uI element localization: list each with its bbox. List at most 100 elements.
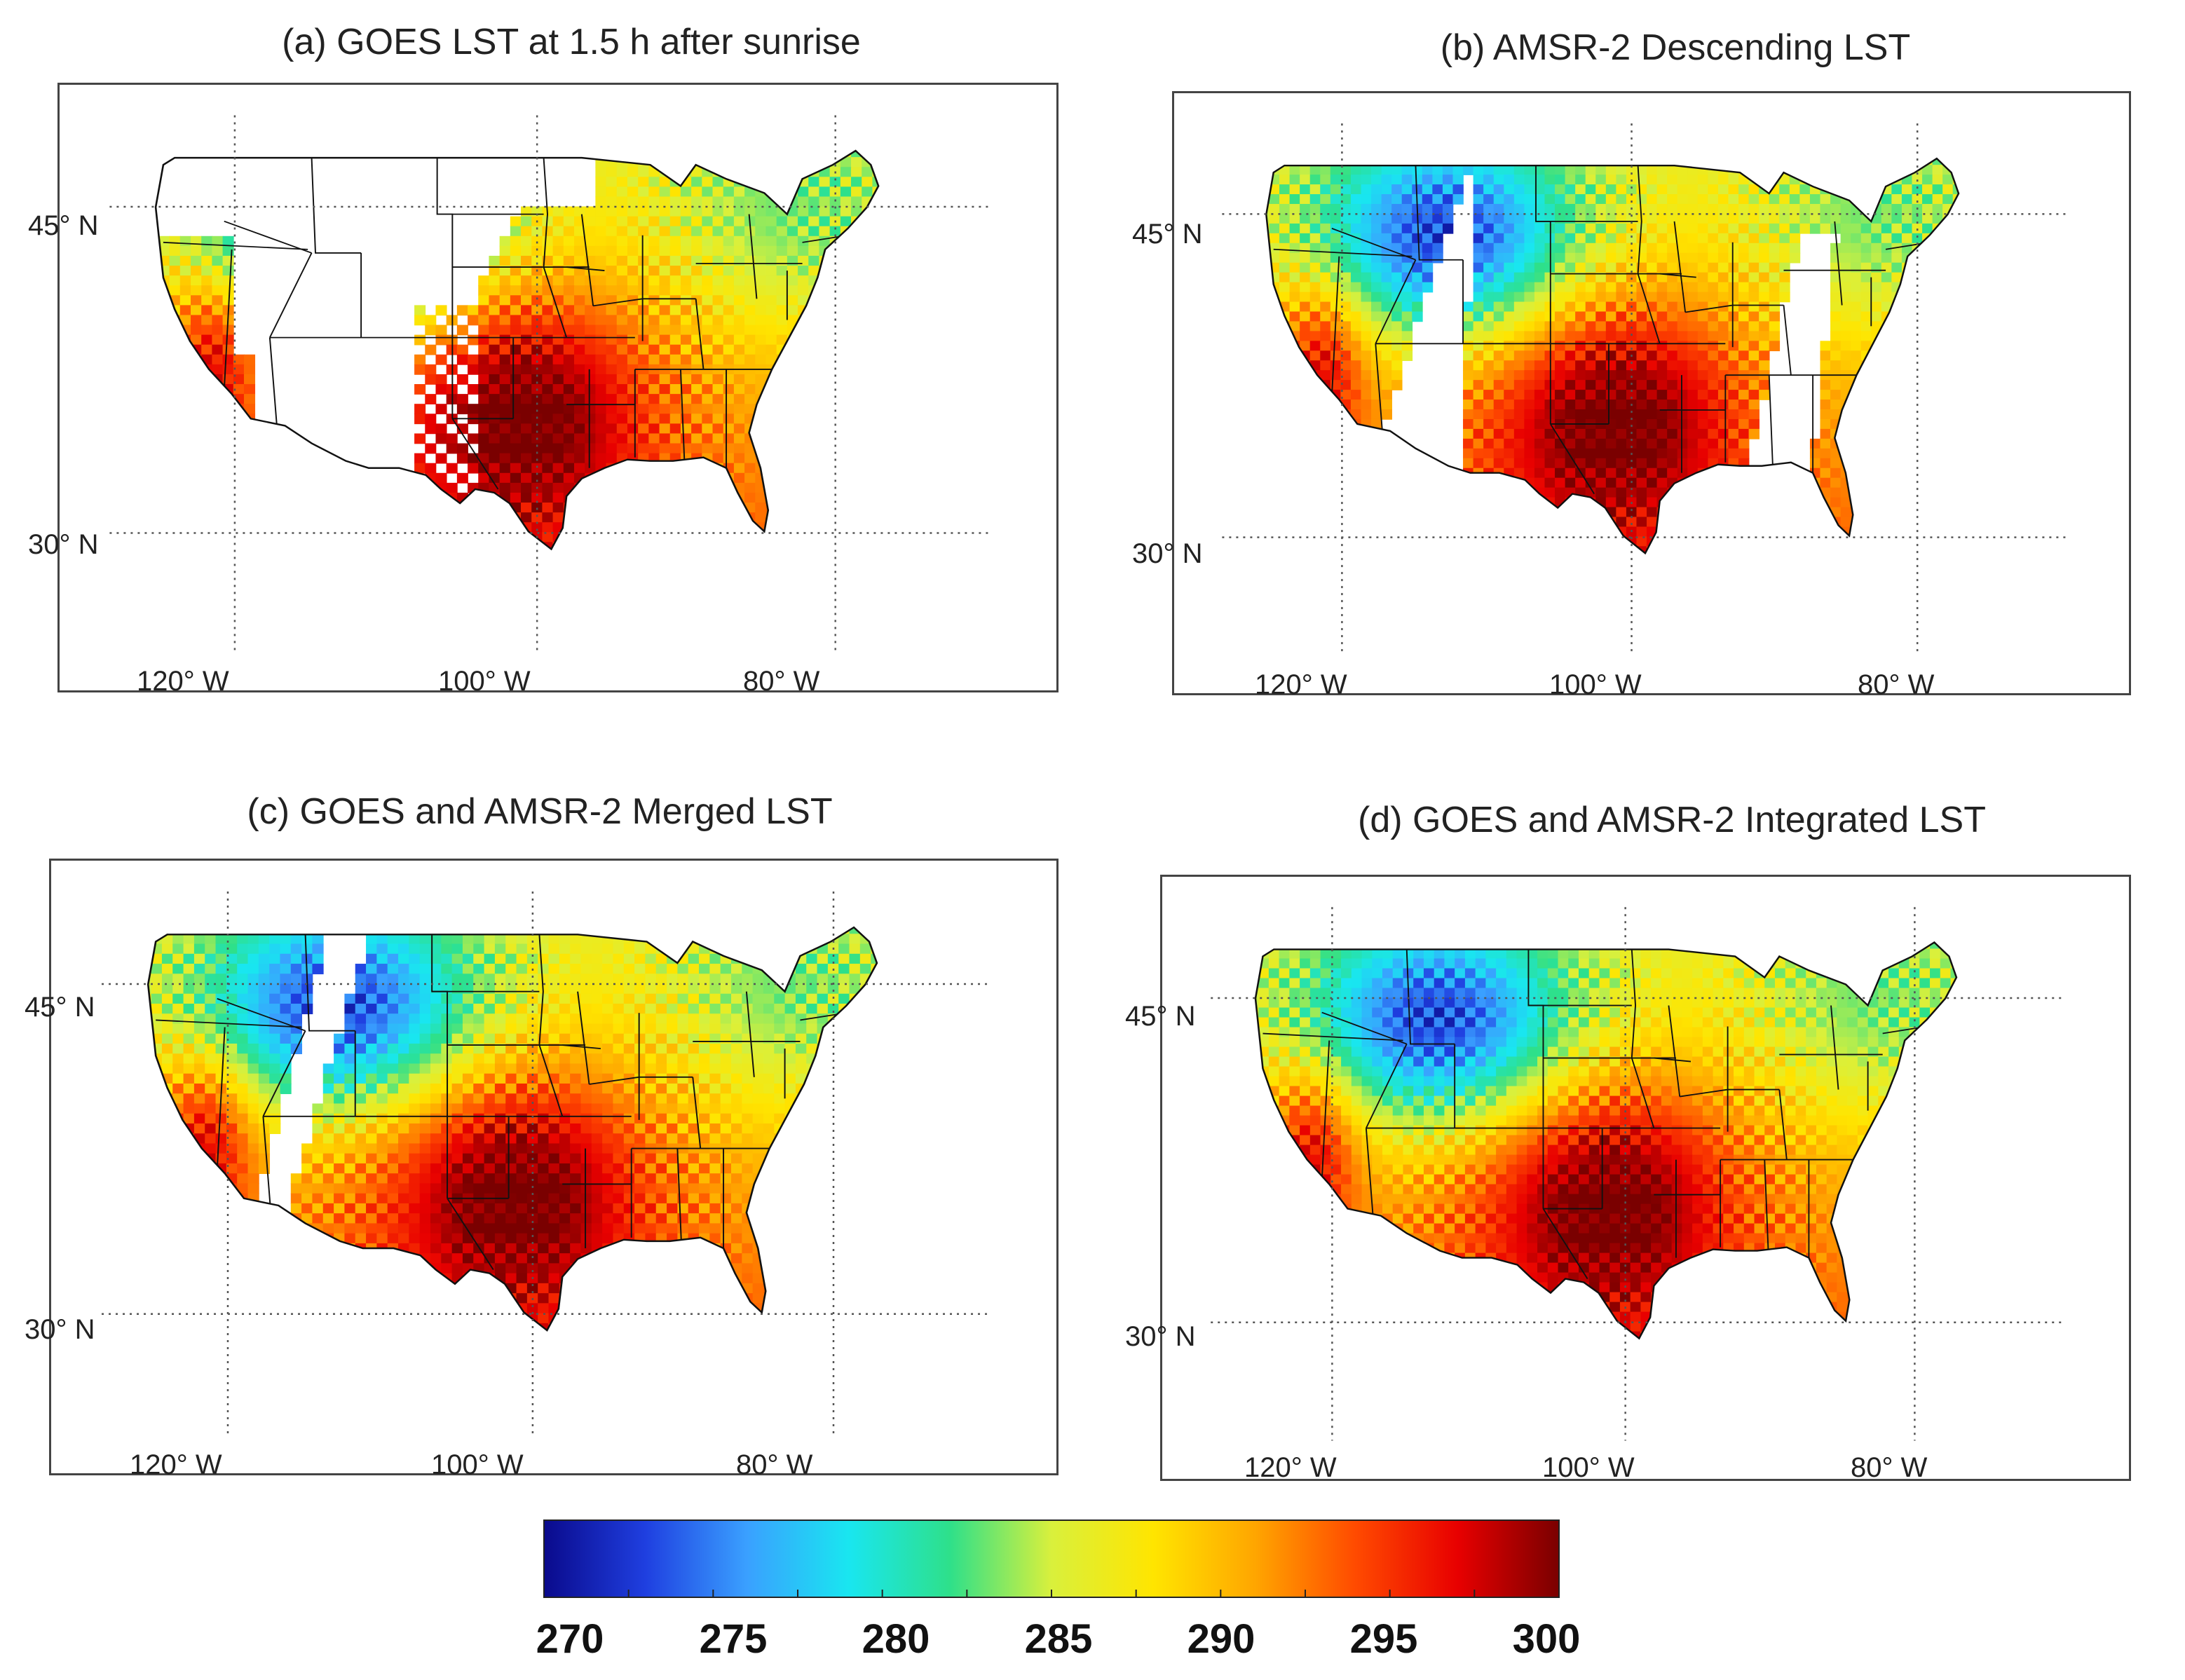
graticule [1211, 907, 2066, 1441]
state-border [1405, 949, 1455, 1045]
state-border [580, 214, 594, 306]
map-content [147, 926, 878, 1332]
lon-label-120-a: 120° W [137, 666, 229, 697]
state-border [447, 1198, 494, 1271]
lon-label-120-c: 120° W [130, 1449, 222, 1480]
state-border [163, 241, 308, 250]
lon-label-80-d: 80° W [1851, 1452, 1928, 1483]
map-panel-b [1172, 91, 2131, 695]
lon-label-100-c: 100° W [431, 1449, 524, 1480]
map-content [1254, 941, 1958, 1340]
state-border [543, 266, 568, 338]
map-content [154, 149, 880, 551]
state-border [156, 1019, 302, 1028]
state-border [1778, 1089, 1788, 1160]
state-border [1768, 375, 1774, 466]
state-border [1830, 1005, 1839, 1090]
state-border [1680, 1088, 1728, 1098]
lon-label-80-c: 80° W [736, 1449, 813, 1480]
state-border [1321, 1011, 1408, 1045]
state-border [1659, 273, 1696, 278]
map-panel-d-svg [1211, 907, 2066, 1441]
lat-label-45-d: 45° N [1125, 1001, 1196, 1032]
map-panel-c-svg [102, 892, 991, 1435]
state-border [1262, 1032, 1403, 1042]
state-border [223, 249, 233, 391]
state-border [748, 214, 758, 299]
state-border [562, 1044, 601, 1050]
colorbar-tick-290: 290 [1187, 1616, 1255, 1662]
state-border [1365, 1044, 1408, 1128]
state-border [1637, 165, 1642, 274]
state-borders [1273, 165, 1930, 495]
state-border [592, 298, 643, 307]
graticule [102, 892, 991, 1435]
state-border [1685, 304, 1733, 313]
map-panel-c [49, 859, 1059, 1475]
state-border [1764, 1159, 1769, 1251]
lat-label-45-b: 45° N [1132, 219, 1203, 250]
lon-label-80-a: 80° W [743, 666, 820, 697]
state-border [1375, 343, 1384, 438]
colorbar-tick-280: 280 [862, 1616, 930, 1662]
state-border [538, 1044, 564, 1117]
state-borders [156, 934, 847, 1271]
state-border [217, 998, 306, 1032]
state-border [216, 1027, 226, 1170]
state-border [676, 1148, 682, 1241]
state-borders [163, 158, 848, 490]
state-border [304, 934, 355, 1032]
lon-label-100-b: 100° W [1549, 669, 1642, 700]
graticule [109, 115, 991, 653]
state-border [1542, 1208, 1588, 1280]
lat-label-30-b: 30° N [1132, 538, 1203, 569]
us-outline [1265, 157, 1960, 555]
map-panel-d [1160, 875, 2131, 1481]
lat-label-30-c: 30° N [25, 1314, 95, 1345]
state-border [1834, 221, 1843, 306]
us-outline [1254, 941, 1958, 1340]
state-border [1673, 221, 1687, 313]
lat-label-45-c: 45° N [25, 992, 95, 1023]
state-border [262, 1030, 306, 1117]
colorbar-tick-285: 285 [1024, 1616, 1093, 1662]
state-border [1321, 1040, 1330, 1181]
state-border [268, 252, 313, 339]
colorbar-tick-275: 275 [699, 1616, 768, 1662]
state-border [224, 220, 312, 254]
state-border [1331, 228, 1416, 261]
state-border [262, 1116, 272, 1213]
panel-c-title: (c) GOES and AMSR-2 Merged LST [247, 791, 833, 832]
state-border [1550, 423, 1595, 495]
map-panel-a-svg [109, 115, 991, 653]
lon-label-120-b: 120° W [1255, 669, 1347, 700]
panel-d-title: (d) GOES and AMSR-2 Integrated LST [1358, 800, 1986, 840]
state-border [589, 1076, 639, 1085]
lat-label-30-a: 30° N [28, 529, 99, 560]
state-border [311, 158, 362, 254]
state-border [451, 418, 499, 490]
state-border [566, 266, 605, 271]
lat-label-30-d: 30° N [1125, 1321, 1196, 1352]
lon-label-100-d: 100° W [1542, 1452, 1635, 1483]
panel-b-title: (b) AMSR-2 Descending LST [1440, 27, 1911, 68]
colorbar [543, 1519, 1560, 1598]
map-panel-b-svg [1222, 123, 2067, 655]
state-border [538, 934, 544, 1046]
lon-label-100-a: 100° W [438, 666, 531, 697]
colorbar-gradient [543, 1519, 1560, 1598]
state-border [1783, 305, 1792, 376]
graticule [1222, 123, 2067, 655]
state-border [1668, 1005, 1681, 1097]
state-border [745, 991, 755, 1077]
state-border [679, 369, 686, 461]
state-border [543, 158, 548, 268]
state-border [577, 991, 590, 1085]
map-content [1265, 157, 1960, 555]
state-border [1273, 248, 1413, 257]
state-border [692, 1077, 702, 1149]
state-border [1637, 273, 1661, 344]
colorbar-tick-295: 295 [1349, 1616, 1418, 1662]
lon-label-120-d: 120° W [1244, 1452, 1337, 1483]
state-border [1654, 1057, 1691, 1063]
